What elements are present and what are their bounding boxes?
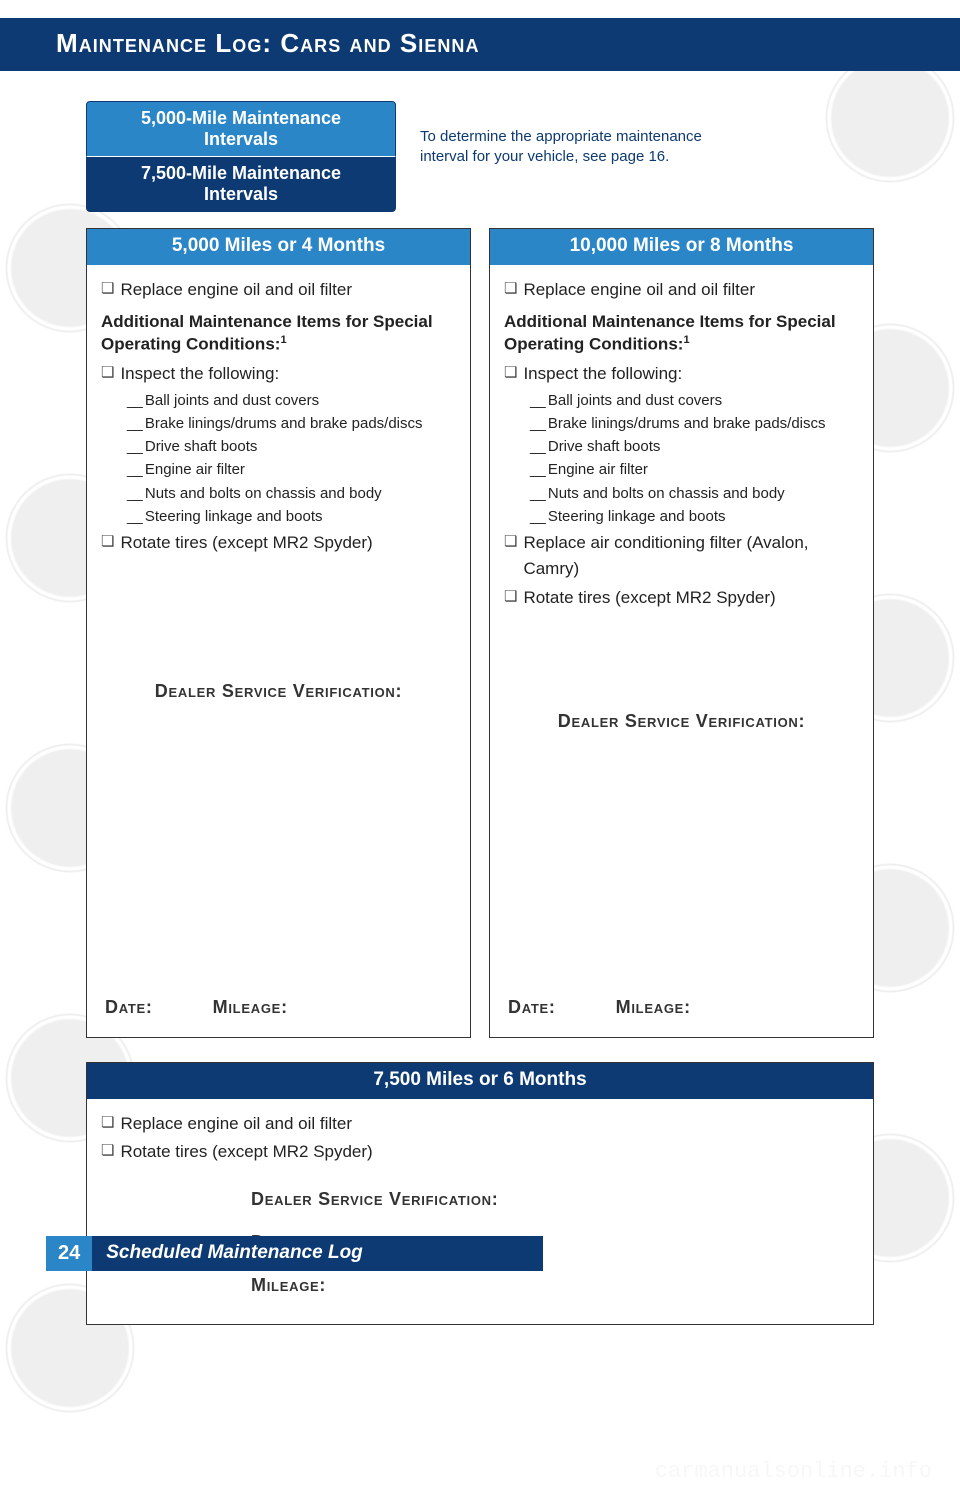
- chk-replace-oil-10k-label: Replace engine oil and oil filter: [523, 277, 755, 303]
- chk-replace-oil-10k[interactable]: Replace engine oil and oil filter: [504, 277, 859, 303]
- verification-5000: Dealer Service Verification:: [101, 678, 456, 705]
- inspect-item: Brake linings/drums and brake pads/discs: [127, 412, 456, 435]
- inspect-item: Steering linkage and boots: [127, 505, 456, 528]
- date-mileage-5000: Date: Mileage:: [101, 994, 456, 1027]
- inspect-item: Ball joints and dust covers: [127, 389, 456, 412]
- inspect-sublist-10000: Ball joints and dust covers Brake lining…: [530, 389, 859, 529]
- inspect-item: Engine air filter: [127, 458, 456, 481]
- card-7500-body: Replace engine oil and oil filter Rotate…: [87, 1099, 873, 1324]
- card-5000-body: Replace engine oil and oil filter Additi…: [87, 265, 470, 1037]
- footnote-1: 1: [280, 334, 286, 346]
- chk-replace-ac-label: Replace air conditioning filter (Avalon,…: [523, 530, 859, 581]
- chk-rotate[interactable]: Rotate tires (except MR2 Spyder): [101, 530, 456, 556]
- chk-replace-ac[interactable]: Replace air conditioning filter (Avalon,…: [504, 530, 859, 581]
- page-number: 24: [46, 1236, 92, 1271]
- card-10000-header: 10,000 Miles or 8 Months: [490, 229, 873, 265]
- chk-rotate-label: Rotate tires (except MR2 Spyder): [120, 530, 372, 556]
- inspect-item: Nuts and bolts on chassis and body: [530, 482, 859, 505]
- footer-title: Scheduled Maintenance Log: [92, 1236, 543, 1271]
- interval-pills: 5,000-Mile Maintenance Intervals 7,500-M…: [86, 101, 396, 212]
- chk-rotate-7500-label: Rotate tires (except MR2 Spyder): [120, 1139, 372, 1165]
- card-7500: 7,500 Miles or 6 Months Replace engine o…: [86, 1062, 874, 1325]
- inspect-item: Brake linings/drums and brake pads/discs: [530, 412, 859, 435]
- verification-7500: Dealer Service Verification:: [251, 1178, 859, 1221]
- verification-10000: Dealer Service Verification:: [504, 708, 859, 735]
- page-title-bar: Maintenance Log: Cars and Sienna: [0, 18, 960, 71]
- card-5000: 5,000 Miles or 4 Months Replace engine o…: [86, 228, 471, 1038]
- interval-pill-5000: 5,000-Mile Maintenance Intervals: [86, 101, 396, 156]
- mileage-label: Mileage:: [616, 994, 691, 1021]
- additional-heading-10000: Additional Maintenance Items for Special…: [504, 311, 859, 358]
- chk-replace-oil-7500[interactable]: Replace engine oil and oil filter: [101, 1111, 859, 1137]
- card-10000: 10,000 Miles or 8 Months Replace engine …: [489, 228, 874, 1038]
- chk-inspect-10k[interactable]: Inspect the following:: [504, 361, 859, 387]
- chk-replace-oil-label: Replace engine oil and oil filter: [120, 277, 352, 303]
- chk-replace-oil-7500-label: Replace engine oil and oil filter: [120, 1111, 352, 1137]
- page-container: Maintenance Log: Cars and Sienna 5,000-M…: [0, 18, 960, 1325]
- chk-inspect-10k-label: Inspect the following:: [523, 361, 682, 387]
- inspect-item: Nuts and bolts on chassis and body: [127, 482, 456, 505]
- chk-rotate-10k[interactable]: Rotate tires (except MR2 Spyder): [504, 585, 859, 611]
- inspect-item: Drive shaft boots: [530, 435, 859, 458]
- chk-inspect[interactable]: Inspect the following:: [101, 361, 456, 387]
- date-mileage-10000: Date: Mileage:: [504, 994, 859, 1027]
- card-10000-body: Replace engine oil and oil filter Additi…: [490, 265, 873, 1037]
- inspect-item: Engine air filter: [530, 458, 859, 481]
- chk-replace-oil[interactable]: Replace engine oil and oil filter: [101, 277, 456, 303]
- interval-pill-7500: 7,500-Mile Maintenance Intervals: [86, 156, 396, 212]
- date-label: Date:: [105, 994, 153, 1021]
- cards-row: 5,000 Miles or 4 Months Replace engine o…: [86, 228, 874, 1038]
- interval-note: To determine the appropriate maintenance…: [420, 127, 750, 166]
- chk-inspect-label: Inspect the following:: [120, 361, 279, 387]
- inspect-item: Ball joints and dust covers: [530, 389, 859, 412]
- card-7500-header: 7,500 Miles or 6 Months: [87, 1063, 873, 1099]
- additional-heading-5000-text: Additional Maintenance Items for Special…: [101, 312, 433, 355]
- inspect-sublist-5000: Ball joints and dust covers Brake lining…: [127, 389, 456, 529]
- chk-rotate-7500[interactable]: Rotate tires (except MR2 Spyder): [101, 1139, 859, 1165]
- inspect-item: Steering linkage and boots: [530, 505, 859, 528]
- footer: 24 Scheduled Maintenance Log: [46, 1236, 543, 1271]
- mileage-label: Mileage:: [213, 994, 288, 1021]
- mileage-label-7500: Mileage:: [251, 1264, 859, 1307]
- spacer: [101, 705, 456, 988]
- card-5000-header: 5,000 Miles or 4 Months: [87, 229, 470, 265]
- page-title: Maintenance Log: Cars and Sienna: [56, 28, 480, 58]
- interval-row: 5,000-Mile Maintenance Intervals 7,500-M…: [86, 101, 960, 212]
- spacer: [504, 735, 859, 988]
- date-label: Date:: [508, 994, 556, 1021]
- chk-rotate-10k-label: Rotate tires (except MR2 Spyder): [523, 585, 775, 611]
- additional-heading-5000: Additional Maintenance Items for Special…: [101, 311, 456, 358]
- additional-heading-10000-text: Additional Maintenance Items for Special…: [504, 312, 836, 355]
- footnote-1-10k: 1: [683, 334, 689, 346]
- inspect-item: Drive shaft boots: [127, 435, 456, 458]
